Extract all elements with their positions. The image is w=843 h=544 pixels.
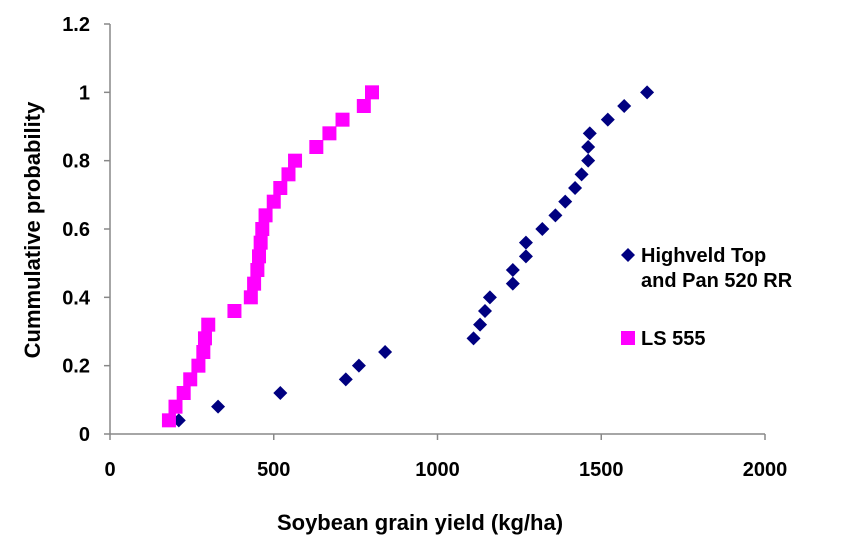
- legend-marker: [621, 248, 635, 262]
- data-point-diamond: [558, 194, 573, 209]
- data-point-diamond: [640, 85, 655, 100]
- x-tick-label: 500: [257, 459, 290, 481]
- legend: Highveld Top and Pan 520 RR LS 555: [621, 245, 793, 350]
- data-point-square: [161, 413, 176, 428]
- data-point-square: [168, 399, 183, 414]
- y-tick-label: 0.2: [62, 356, 90, 378]
- data-point-square: [309, 140, 324, 154]
- data-point-diamond: [466, 331, 481, 346]
- data-point-diamond: [211, 399, 226, 414]
- data-point-diamond: [351, 358, 366, 373]
- data-point-square: [273, 181, 288, 195]
- legend-item-1: LS 555: [621, 328, 705, 350]
- data-point-square: [255, 222, 270, 236]
- data-point-diamond: [535, 222, 550, 236]
- data-point-diamond: [505, 276, 520, 291]
- x-tick-label: 1500: [579, 459, 624, 481]
- y-tick-label: 1: [79, 82, 90, 104]
- x-tick-label: 1000: [415, 459, 460, 481]
- data-point-square: [356, 99, 371, 113]
- data-point-diamond: [338, 372, 353, 387]
- legend-marker: [621, 331, 635, 345]
- data-point-square: [243, 290, 258, 305]
- data-point-square: [197, 331, 212, 346]
- data-point-diamond: [617, 99, 632, 113]
- data-point-diamond: [582, 126, 597, 141]
- data-point-square: [266, 194, 281, 209]
- data-point-square: [191, 358, 206, 373]
- data-point-diamond: [477, 304, 492, 318]
- data-point-square: [247, 276, 262, 291]
- legend-item-0: Highveld Top and Pan 520 RR: [621, 245, 793, 292]
- data-point-diamond: [473, 317, 488, 332]
- y-tick-label: 0: [79, 424, 90, 446]
- data-point-square: [288, 153, 303, 168]
- y-tick-label: 0.4: [62, 287, 91, 309]
- data-point-diamond: [482, 290, 497, 305]
- data-point-diamond: [581, 153, 596, 168]
- series-1: [161, 85, 379, 428]
- data-point-square: [183, 372, 198, 387]
- data-point-square: [250, 263, 265, 277]
- y-tick-label: 0.8: [62, 151, 90, 173]
- data-point-square: [335, 112, 350, 127]
- series-0: [171, 85, 655, 428]
- ticks: 0 0.2 0.4 0.6 0.8 1 1.2 0 500 1000 1500 2000: [62, 14, 787, 481]
- x-tick-label: 0: [104, 459, 115, 481]
- data-point-diamond: [568, 181, 583, 195]
- data-point-diamond: [581, 140, 596, 154]
- y-tick-label: 0.6: [62, 219, 90, 241]
- data-point-square: [322, 126, 337, 141]
- data-point-diamond: [378, 345, 393, 359]
- legend-label: LS 555: [641, 328, 705, 350]
- data-marks: [161, 85, 655, 428]
- data-point-diamond: [518, 249, 533, 264]
- data-point-diamond: [600, 112, 615, 127]
- axes: [109, 24, 765, 435]
- x-tick-label: 2000: [743, 459, 788, 481]
- data-point-square: [196, 345, 211, 359]
- y-axis-title: Cummulative probability: [20, 101, 45, 358]
- data-point-square: [201, 317, 216, 332]
- x-axis-title: Soybean grain yield (kg/ha): [277, 510, 563, 535]
- data-point-diamond: [505, 263, 520, 277]
- data-point-square: [281, 167, 296, 182]
- data-point-diamond: [518, 235, 533, 250]
- data-point-square: [227, 304, 242, 318]
- data-point-square: [258, 208, 273, 223]
- data-point-diamond: [574, 167, 589, 182]
- legend-label: Highveld Top: [641, 245, 766, 267]
- data-point-square: [365, 85, 379, 100]
- y-tick-label: 1.2: [62, 14, 90, 36]
- data-point-square: [252, 249, 267, 264]
- data-point-diamond: [273, 386, 288, 400]
- legend-label: and Pan 520 RR: [641, 270, 793, 292]
- data-point-square: [253, 235, 268, 250]
- data-point-diamond: [548, 208, 563, 223]
- data-point-square: [176, 386, 191, 400]
